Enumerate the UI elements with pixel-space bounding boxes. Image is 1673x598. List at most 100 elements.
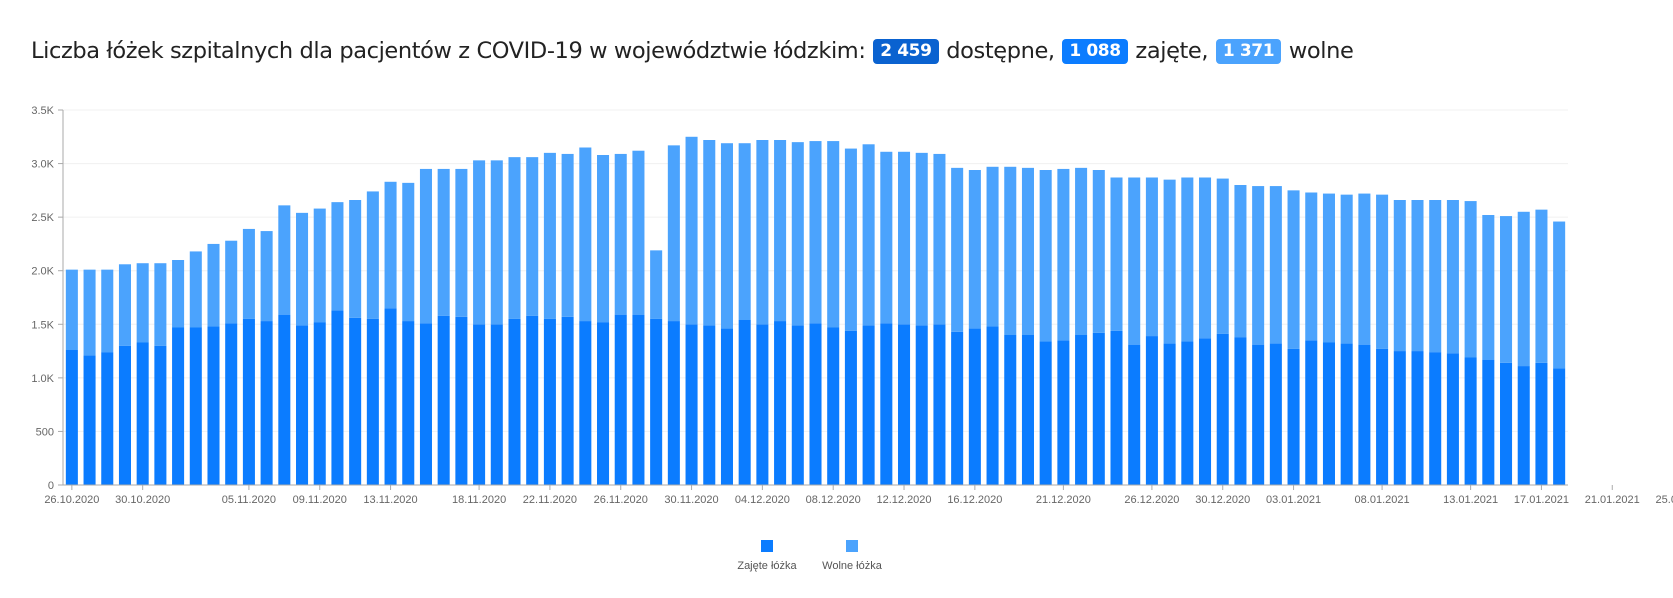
bar-free[interactable] [986,166,999,327]
bar-free[interactable] [65,269,78,350]
bar-occupied[interactable] [756,324,769,485]
bar-free[interactable] [366,191,379,319]
bar-free[interactable] [862,144,875,326]
bar-free[interactable] [915,152,928,326]
bar-occupied[interactable] [331,310,344,485]
bar-free[interactable] [1517,211,1530,367]
bar-occupied[interactable] [968,328,981,485]
bar-free[interactable] [1287,190,1300,349]
bar-occupied[interactable] [473,324,486,485]
bar-occupied[interactable] [1128,344,1141,485]
bar-occupied[interactable] [1482,359,1495,485]
bar-occupied[interactable] [1252,344,1265,485]
bar-free[interactable] [419,168,432,324]
bar-free[interactable] [827,141,840,328]
bar-occupied[interactable] [1322,342,1335,486]
bar-free[interactable] [455,168,468,317]
bar-free[interactable] [1181,177,1194,342]
bar-free[interactable] [632,150,645,315]
bar-free[interactable] [1305,192,1318,341]
bar-occupied[interactable] [1039,341,1052,485]
bar-occupied[interactable] [242,318,255,485]
bar-free[interactable] [260,231,273,322]
bar-free[interactable] [136,263,149,343]
bar-occupied[interactable] [543,318,556,485]
bar-free[interactable] [685,136,698,325]
bar-free[interactable] [1199,177,1212,339]
bar-occupied[interactable] [1464,357,1477,486]
bar-free[interactable] [1092,170,1105,333]
bar-occupied[interactable] [1021,335,1034,485]
bar-occupied[interactable] [1234,337,1247,485]
bar-occupied[interactable] [1535,362,1548,485]
bar-free[interactable] [791,142,804,326]
bar-free[interactable] [1322,193,1335,343]
bar-occupied[interactable] [1305,340,1318,485]
bar-occupied[interactable] [349,317,362,485]
bar-free[interactable] [473,160,486,325]
bar-occupied[interactable] [1216,333,1229,485]
bar-free[interactable] [1128,177,1141,345]
bar-occupied[interactable] [561,316,574,485]
bar-free[interactable] [809,141,822,324]
bar-occupied[interactable] [738,320,751,485]
bar-occupied[interactable] [880,323,893,485]
bar-free[interactable] [898,151,911,325]
bar-free[interactable] [1021,167,1034,335]
bar-free[interactable] [667,145,680,322]
bar-occupied[interactable] [898,324,911,485]
bar-free[interactable] [118,264,131,346]
bar-free[interactable] [1075,167,1088,335]
bar-free[interactable] [1269,186,1282,344]
bar-free[interactable] [1145,177,1158,337]
bar-free[interactable] [720,143,733,329]
bar-occupied[interactable] [1163,343,1176,485]
legend-label[interactable]: Wolne łóżka [822,560,883,572]
bar-free[interactable] [1163,179,1176,344]
bar-free[interactable] [526,157,539,316]
bar-occupied[interactable] [260,321,273,485]
bar-free[interactable] [968,170,981,329]
bar-free[interactable] [1553,221,1566,369]
bar-free[interactable] [101,269,114,353]
bar-occupied[interactable] [508,318,521,485]
bar-occupied[interactable] [1446,353,1459,485]
bar-free[interactable] [1446,200,1459,354]
bar-occupied[interactable] [862,325,875,485]
bar-free[interactable] [1340,194,1353,344]
bar-occupied[interactable] [172,327,185,486]
bar-occupied[interactable] [1287,348,1300,485]
bar-occupied[interactable] [207,326,220,485]
bar-free[interactable] [614,153,627,315]
bar-free[interactable] [1500,216,1513,363]
bar-free[interactable] [508,157,521,319]
bar-free[interactable] [1234,185,1247,338]
bar-occupied[interactable] [933,324,946,485]
bar-occupied[interactable] [667,321,680,485]
bar-occupied[interactable] [490,324,503,485]
bar-free[interactable] [1110,177,1123,331]
bar-occupied[interactable] [1358,344,1371,485]
bar-free[interactable] [1057,168,1070,341]
bar-occupied[interactable] [1199,338,1212,485]
bar-occupied[interactable] [1517,366,1530,485]
bar-occupied[interactable] [65,350,78,485]
bar-occupied[interactable] [685,324,698,485]
bar-occupied[interactable] [1110,330,1123,485]
bar-free[interactable] [844,148,857,331]
bar-free[interactable] [951,167,964,332]
bar-free[interactable] [331,202,344,311]
bar-occupied[interactable] [774,321,787,485]
bar-free[interactable] [880,151,893,324]
bar-free[interactable] [543,152,556,319]
bar-occupied[interactable] [296,325,309,485]
bar-free[interactable] [1039,170,1052,342]
bar-occupied[interactable] [986,326,999,485]
bar-free[interactable] [1216,178,1229,334]
bar-occupied[interactable] [720,328,733,485]
bar-occupied[interactable] [189,327,202,486]
bar-occupied[interactable] [951,331,964,485]
bar-free[interactable] [1358,193,1371,345]
bar-free[interactable] [650,250,663,319]
bar-free[interactable] [1411,200,1424,352]
